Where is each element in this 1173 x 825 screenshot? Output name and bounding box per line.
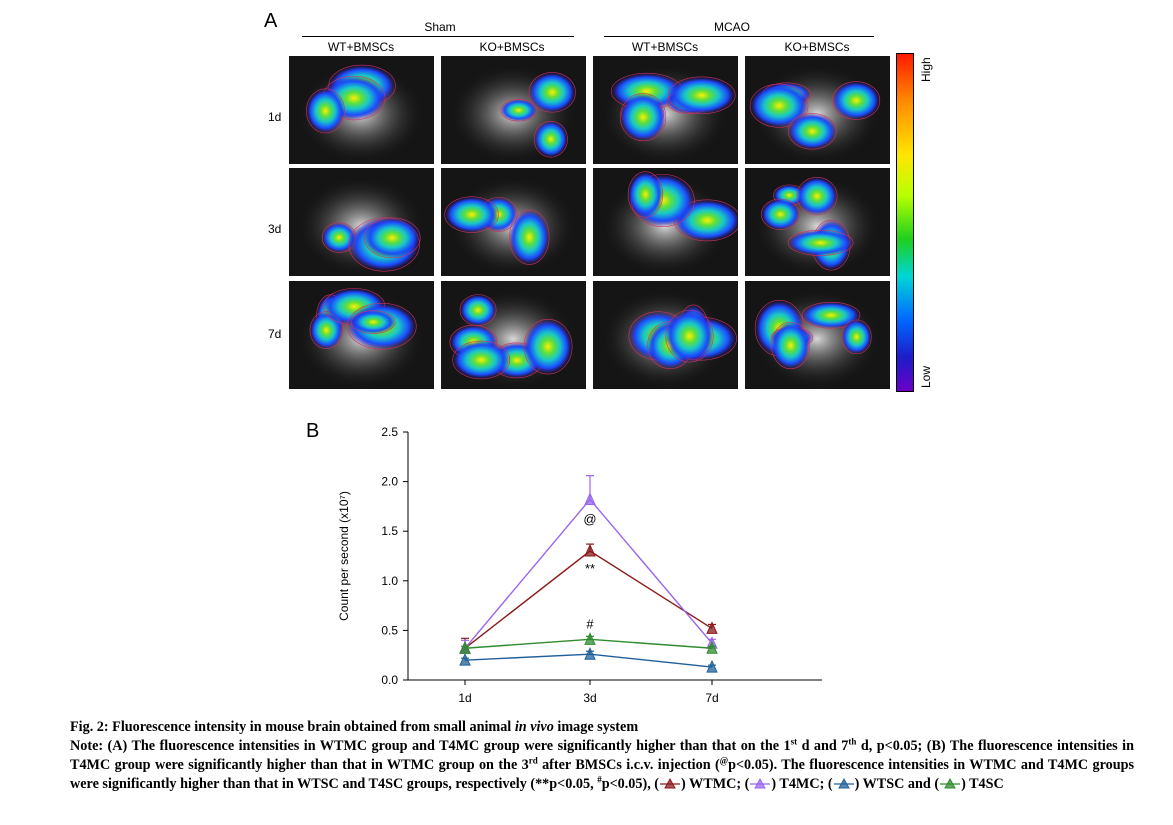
y-tick-label: 0.5	[381, 623, 398, 637]
caption-title-italic: in vivo	[514, 719, 554, 735]
fluorescence-image-tile	[441, 56, 586, 164]
fluorescence-image-tile	[289, 56, 434, 164]
x-tick-label: 3d	[583, 691, 596, 705]
figure-caption: Fig. 2: Fluorescence intensity in mouse …	[70, 718, 1134, 794]
column-label-mcao-ko: KO+BMSCs	[784, 40, 850, 54]
data-point	[706, 659, 718, 673]
significance-marker: **	[585, 561, 595, 576]
column-label-sham-ko: KO+BMSCs	[479, 40, 545, 54]
data-point	[584, 492, 596, 505]
y-tick-label: 1.0	[381, 574, 398, 588]
fluorescence-image-tile	[745, 56, 890, 164]
fluorescence-image-tile	[289, 281, 434, 389]
fluorescence-image-tile	[745, 168, 890, 276]
fluorescence-image-tile	[289, 168, 434, 276]
fluorescence-image-tile	[441, 281, 586, 389]
significance-marker: #	[586, 616, 594, 631]
column-label-mcao-wt: WT+BMSCs	[631, 40, 699, 54]
y-tick-label: 1.5	[381, 524, 398, 538]
fluorescence-image-tile	[593, 168, 738, 276]
data-point	[584, 632, 596, 645]
line-chart: 0.0 0.5 1.0 1.5 2.0 2.5 1d 3d 7d Count per second…	[337, 425, 822, 705]
caption-note: Note: (A) The fluorescence intensities i…	[70, 736, 1135, 792]
y-axis-label: Count per second (x10⁷)	[337, 491, 351, 621]
y-tick-label: 2.5	[381, 425, 398, 439]
group-rule-sham	[302, 36, 574, 37]
legend-marker-t4mc	[750, 777, 771, 789]
row-label-7d: 7d	[268, 327, 282, 341]
data-point	[706, 621, 718, 634]
colorbar-high-label: High	[919, 57, 933, 82]
fluorescence-image-tile	[593, 56, 738, 164]
group-label-sham: Sham	[424, 20, 456, 34]
data-point	[584, 543, 596, 557]
fluorescence-image-tile	[441, 168, 586, 276]
x-tick-label: 7d	[705, 691, 718, 705]
colorbar-low-label: Low	[919, 365, 933, 388]
y-tick-label: 0.0	[381, 673, 398, 687]
data-point	[459, 652, 471, 666]
data-point	[459, 641, 471, 654]
intensity-colorbar	[896, 53, 914, 392]
panel-b-letter: B	[306, 420, 320, 442]
legend-marker-t4sc	[940, 777, 961, 789]
y-tick-label: 2.0	[381, 475, 398, 489]
legend-marker-wtmc	[660, 777, 681, 789]
panel-a-letter: A	[264, 10, 278, 32]
column-label-sham-wt: WT+BMSCs	[327, 40, 395, 54]
fluorescence-image-tile	[593, 281, 738, 389]
caption-title: Fig. 2: Fluorescence intensity in mouse …	[70, 719, 639, 735]
fluorescence-image-tile	[745, 281, 890, 389]
x-tick-label: 1d	[458, 691, 471, 705]
group-rule-mcao	[604, 36, 874, 37]
row-label-1d: 1d	[268, 110, 282, 124]
row-label-3d: 3d	[268, 222, 282, 236]
legend-marker-wtsc	[833, 777, 854, 789]
significance-marker: @	[583, 511, 596, 526]
data-point	[706, 641, 718, 654]
group-label-mcao: MCAO	[714, 20, 750, 34]
data-point	[584, 646, 596, 660]
